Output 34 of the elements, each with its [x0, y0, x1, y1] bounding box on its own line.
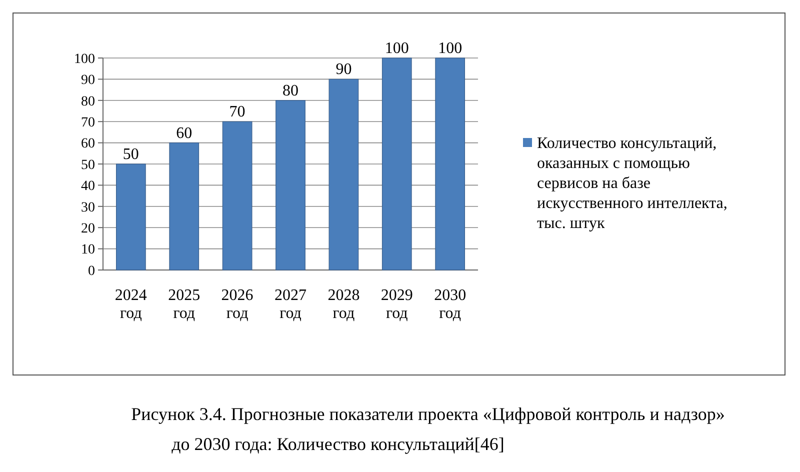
y-tick-label: 20	[81, 222, 95, 236]
y-tick-label: 100	[74, 52, 95, 67]
bar	[435, 58, 465, 270]
data-label: 90	[336, 61, 352, 78]
y-tick-label: 0	[88, 264, 95, 279]
data-label: 80	[282, 82, 298, 100]
data-label: 100	[438, 40, 462, 57]
bar	[116, 164, 146, 270]
data-label: 70	[229, 104, 246, 121]
y-tick-label: 30	[81, 200, 95, 216]
x-tick-label: 2029 год	[380, 287, 413, 322]
y-tick-label: 80	[81, 94, 95, 110]
y-tick-label: 50	[81, 158, 95, 173]
legend-label: Количество консультаций, оказанных с помощью сервисов на базе искусственного интеллекта, тыс. штук	[537, 135, 728, 232]
data-label: 50	[122, 146, 139, 163]
bar	[169, 142, 200, 270]
y-tick-label: 60	[81, 136, 95, 152]
x-tick-label: 2028 год	[328, 287, 360, 322]
bar	[222, 121, 252, 270]
bar	[382, 58, 412, 270]
y-tick-label: 70	[81, 116, 95, 130]
text: Рисунок 3.4. Прогнозные показатели проекта «Цифровой контроль и надзор» до 2030 года: Количество консультаций[46]	[131, 404, 725, 454]
data-label: 60	[176, 124, 192, 142]
y-tick-label: 10	[81, 242, 95, 258]
bar	[328, 78, 359, 270]
x-tick-label: 2025 год	[168, 287, 200, 322]
x-tick-label: 2030 год	[434, 287, 466, 322]
x-tick-label: 2024 год	[114, 287, 147, 322]
y-tick-label: 40	[81, 179, 95, 194]
x-tick-label: 2026 год	[221, 287, 254, 322]
y-tick-label: 90	[81, 73, 95, 88]
bar	[276, 100, 306, 270]
x-tick-label: 2027 год	[274, 287, 306, 322]
data-label: 100	[384, 40, 409, 57]
